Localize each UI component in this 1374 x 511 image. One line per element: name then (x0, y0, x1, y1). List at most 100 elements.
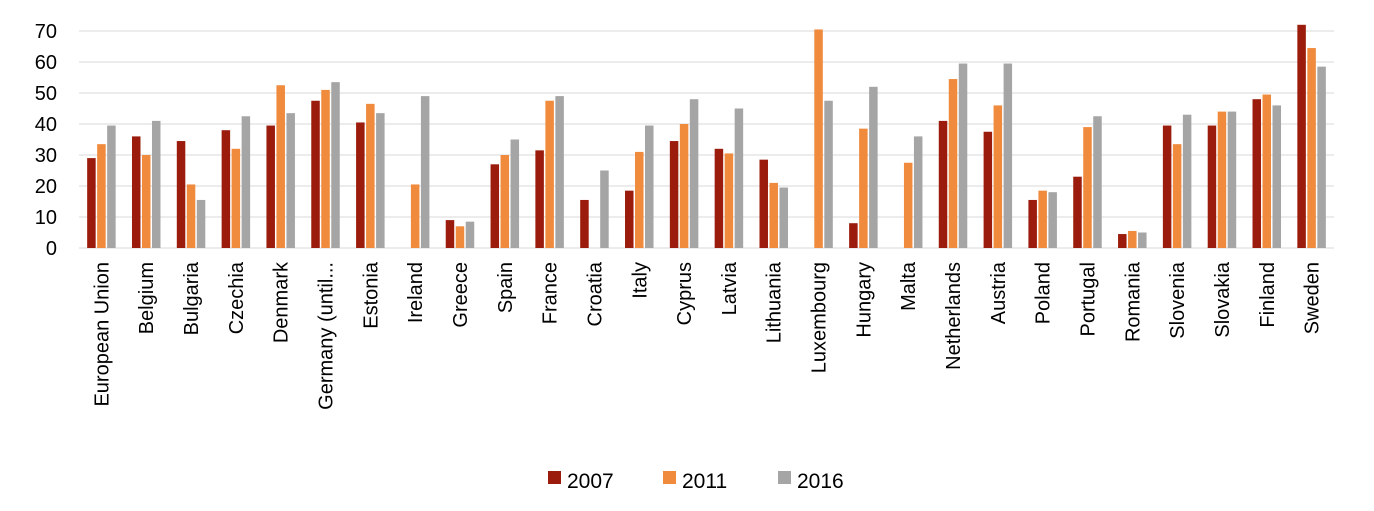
bar-2011 (276, 85, 285, 248)
category-label: Romania (1122, 261, 1144, 342)
legend-swatch (663, 471, 676, 484)
bar-2016 (600, 170, 609, 248)
bar-2016 (1093, 116, 1102, 248)
bar-2011 (231, 148, 241, 248)
bar-2011 (366, 103, 375, 248)
bar-2016 (1272, 105, 1282, 249)
bar-2016 (645, 125, 654, 248)
bar-2011 (903, 162, 913, 248)
category-label: Estonia (360, 261, 382, 329)
bar-2016 (241, 116, 251, 248)
category-label: Netherlands (943, 262, 965, 370)
category-label: Luxembourg (809, 262, 831, 373)
bar-2011 (141, 155, 151, 248)
bar-2016 (1048, 192, 1057, 248)
bar-2016 (824, 100, 833, 248)
category-label: Portugal (1077, 262, 1099, 337)
bar-2016 (689, 99, 699, 248)
category-label: Hungary (853, 262, 875, 338)
bar-2011 (769, 182, 778, 248)
bar-2011 (455, 226, 465, 248)
legend-label: 2011 (682, 470, 727, 493)
bar-2007 (266, 125, 275, 248)
legend-label: 2016 (797, 470, 844, 493)
bar-2016 (779, 187, 788, 248)
bar-2007 (1297, 24, 1306, 248)
bar-2011 (948, 79, 958, 248)
bar-2007 (669, 141, 679, 248)
bar-2011 (500, 155, 510, 248)
bar-2011 (635, 151, 644, 248)
bar-2007 (1252, 99, 1262, 248)
category-label: Belgium (136, 262, 158, 334)
bar-2016 (510, 139, 520, 248)
bars (87, 24, 1326, 249)
category-label: Lithuania (764, 261, 786, 343)
bar-2011 (1128, 230, 1137, 248)
bar-2007 (1073, 176, 1082, 248)
bar-2007 (1028, 199, 1037, 248)
category-label: Ireland (405, 262, 427, 323)
bar-2011 (186, 184, 196, 248)
bar-2007 (580, 199, 589, 248)
bar-2016 (286, 113, 295, 249)
category-label: Slovenia (1167, 261, 1189, 339)
bar-2007 (176, 141, 186, 248)
y-tick-label: 70 (35, 21, 57, 43)
bar-2007 (311, 100, 320, 248)
category-label: Czechia (226, 261, 248, 334)
y-tick-label: 10 (35, 207, 57, 229)
bar-2011 (1217, 111, 1227, 248)
category-label: Croatia (584, 261, 606, 326)
bar-2007 (938, 120, 948, 248)
category-label: Latvia (719, 261, 741, 315)
bar-2007 (983, 131, 993, 248)
bar-2016 (734, 108, 744, 248)
bar-2016 (465, 221, 475, 248)
bar-2011 (545, 100, 554, 248)
bar-2016 (107, 125, 116, 248)
legend-label: 2007 (567, 470, 614, 493)
category-label: Austria (988, 261, 1010, 324)
category-label: Italy (629, 262, 651, 299)
category-label: Bulgaria (181, 261, 203, 335)
bar-2007 (356, 122, 365, 248)
category-labels: European Union Belgium Bulgaria Czechia Denm… (91, 261, 1323, 410)
bar-2016 (913, 136, 923, 248)
category-label: Cyprus (674, 262, 696, 325)
bar-2011 (1307, 48, 1316, 248)
category-label: Germany (until... (316, 262, 338, 410)
y-tick-label: 60 (35, 52, 57, 74)
bar-2016 (1182, 114, 1192, 248)
bar-2007 (87, 158, 96, 248)
bar-2007 (535, 150, 544, 248)
category-label: Spain (495, 262, 517, 313)
bar-2016 (958, 63, 968, 248)
legend-swatch (778, 471, 791, 484)
y-tick-label: 40 (35, 114, 57, 136)
category-label: Denmark (271, 261, 293, 343)
legend-swatch (548, 471, 561, 484)
bar-2007 (445, 220, 455, 248)
category-label: Sweden (1302, 262, 1324, 334)
bar-2007 (131, 136, 141, 248)
y-tick-label: 20 (35, 176, 57, 198)
bar-2007 (1207, 125, 1217, 248)
bar-2007 (1118, 234, 1127, 248)
bar-2011 (97, 144, 106, 248)
bar-2007 (625, 190, 634, 248)
bar-2007 (490, 164, 500, 248)
bar-2011 (859, 128, 868, 248)
bar-2011 (410, 184, 420, 248)
y-tick-label: 0 (46, 238, 57, 260)
category-label: European Union (91, 262, 113, 407)
bar-2016 (376, 113, 385, 249)
bar-2007 (759, 159, 768, 248)
legend-item-2011: 2011 (663, 470, 727, 493)
bar-2016 (196, 199, 206, 248)
bar-2011 (814, 29, 823, 249)
bar-2011 (724, 153, 734, 248)
bar-2016 (420, 96, 430, 248)
bar-2016 (1138, 232, 1147, 248)
